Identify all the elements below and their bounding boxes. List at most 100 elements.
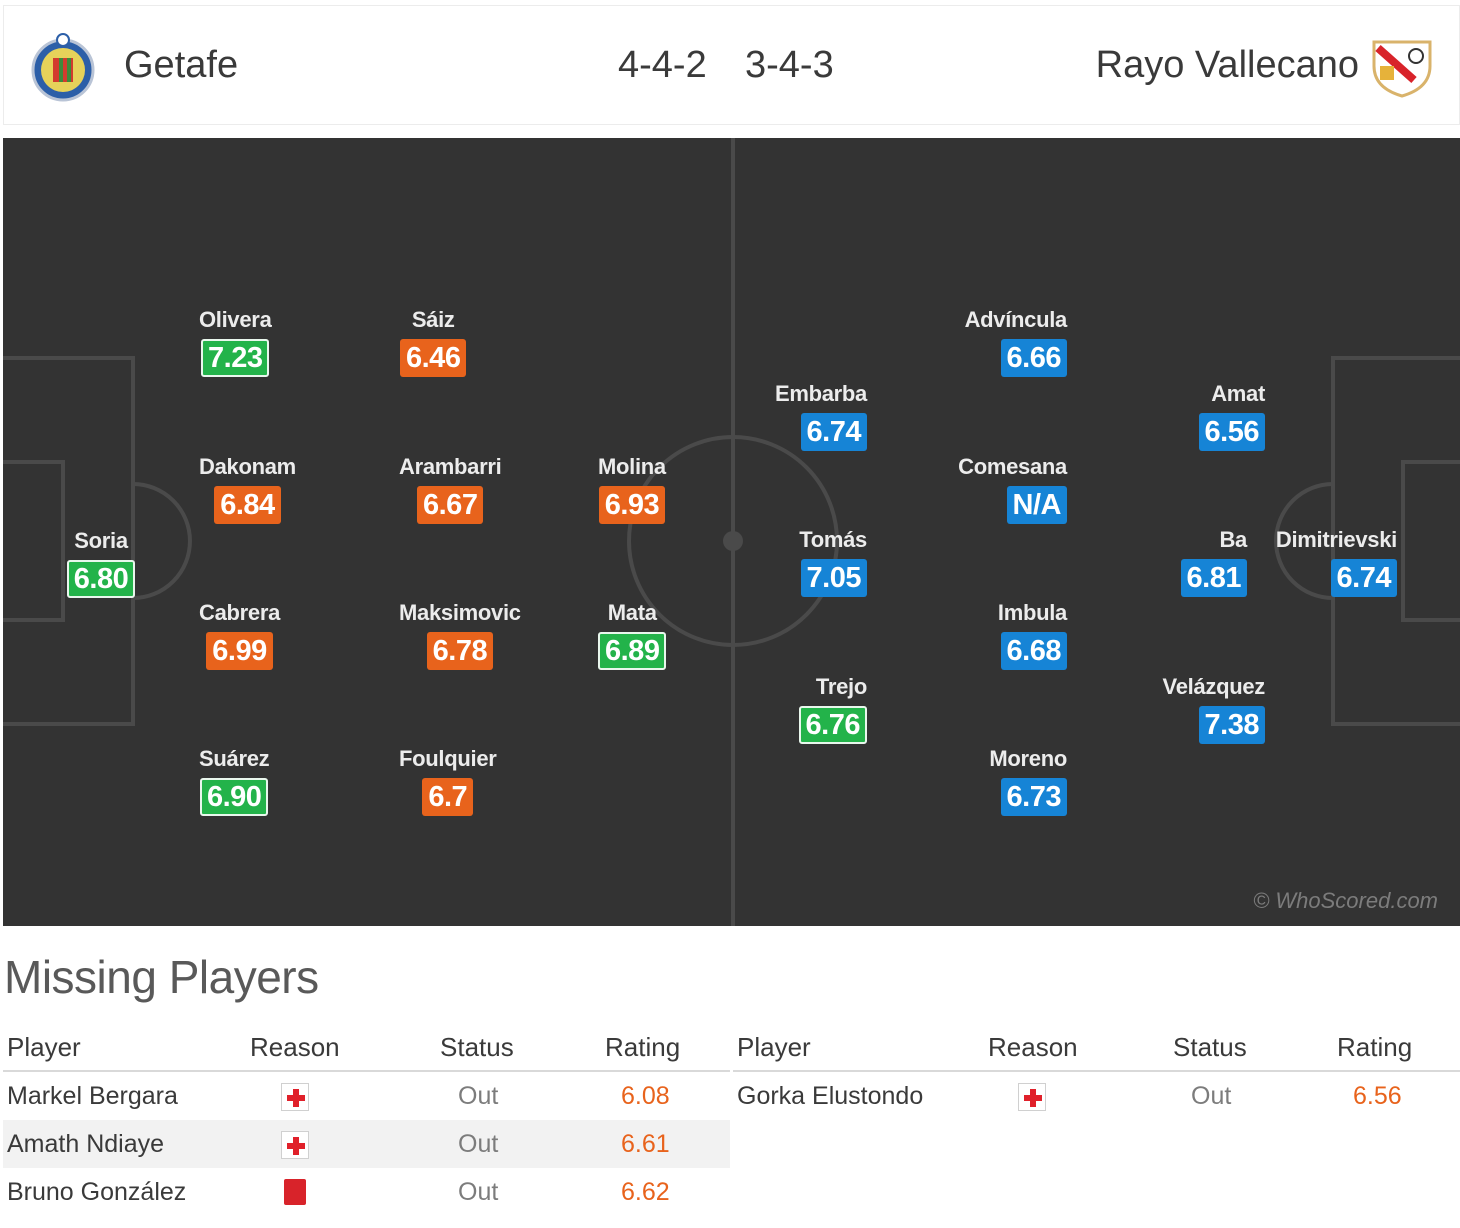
player-rating: 7.38	[1198, 706, 1265, 744]
player-name: Sáiz	[411, 307, 455, 332]
away-missing-table: Player Reason Status Rating Gorka Elusto…	[733, 1022, 1460, 1120]
player-card[interactable]: Amat 6.56	[1143, 381, 1265, 451]
player-name: Suárez	[199, 746, 270, 771]
column-player[interactable]: Player	[7, 1032, 81, 1062]
player-name: Amat	[1211, 381, 1265, 406]
player-rating: 6.93	[598, 486, 666, 524]
player-rating: 6.67	[417, 486, 484, 524]
rayo-vallecano-crest-icon[interactable]	[1370, 36, 1434, 98]
player-name: Velázquez	[1162, 674, 1266, 699]
column-reason[interactable]: Reason	[988, 1032, 1078, 1062]
player-name[interactable]: Markel Bergara	[7, 1082, 178, 1110]
injury-icon	[281, 1131, 309, 1159]
column-rating[interactable]: Rating	[1337, 1032, 1413, 1062]
away-formation: 3-4-3	[745, 44, 834, 86]
player-name: Maksimovic	[399, 600, 521, 625]
home-team-name[interactable]: Getafe	[124, 44, 239, 86]
table-row[interactable]: Gorka Elustondo Out 6.56	[733, 1072, 1460, 1120]
player-name: Advíncula	[964, 307, 1068, 332]
player-card[interactable]: Foulquier 6.7	[399, 746, 497, 816]
watermark: © WhoScored.com	[1253, 888, 1438, 913]
player-rating: 6.7	[422, 778, 474, 816]
player-card[interactable]: Soria 6.80	[60, 528, 142, 598]
column-player[interactable]: Player	[737, 1032, 811, 1062]
missing-players-title: Missing Players	[4, 951, 319, 1003]
player-name: Arambarri	[399, 454, 502, 479]
player-name: Dimitrievski	[1275, 527, 1397, 552]
player-rating: 6.99	[206, 632, 273, 670]
rating: 6.56	[1353, 1082, 1402, 1110]
player-card[interactable]: Molina 6.93	[598, 454, 666, 524]
player-card[interactable]: Olivera 7.23	[199, 307, 272, 377]
player-card[interactable]: Advíncula 6.66	[933, 307, 1067, 377]
player-card[interactable]: Moreno 6.73	[933, 746, 1067, 816]
table-header: Player Reason Status Rating	[3, 1022, 730, 1072]
player-rating: 6.84	[214, 486, 281, 524]
player-rating: 6.46	[400, 339, 467, 377]
player-card[interactable]: Embarba 6.74	[759, 381, 867, 451]
player-name[interactable]: Amath Ndiaye	[7, 1130, 165, 1158]
player-card[interactable]: Tomás 7.05	[759, 527, 867, 597]
player-name: Mata	[607, 600, 657, 625]
home-missing-table: Player Reason Status Rating Markel Berga…	[3, 1022, 730, 1216]
player-card[interactable]: Maksimovic 6.78	[399, 600, 521, 670]
player-card[interactable]: Trejo 6.76	[759, 674, 867, 744]
player-name[interactable]: Bruno González	[7, 1178, 187, 1206]
player-rating: 7.23	[201, 339, 270, 377]
status: Out	[1191, 1082, 1232, 1110]
player-rating: 6.80	[66, 560, 136, 598]
table-row[interactable]: Bruno González Out 6.62	[3, 1168, 730, 1216]
away-team-name[interactable]: Rayo Vallecano	[1095, 44, 1359, 86]
player-name: Cabrera	[199, 600, 281, 625]
player-rating: 7.05	[800, 559, 867, 597]
column-rating[interactable]: Rating	[605, 1032, 681, 1062]
match-header: Getafe 4-4-2 3-4-3 Rayo Vallecano	[3, 5, 1460, 125]
injury-icon	[1018, 1083, 1046, 1111]
player-card[interactable]: Comesana N/A	[933, 454, 1067, 524]
player-name: Imbula	[997, 600, 1067, 625]
rating: 6.62	[621, 1178, 670, 1206]
player-rating: 6.90	[199, 778, 269, 816]
player-card[interactable]: Mata 6.89	[598, 600, 667, 670]
player-name[interactable]: Gorka Elustondo	[737, 1082, 924, 1110]
player-card[interactable]: Suárez 6.90	[199, 746, 270, 816]
status: Out	[458, 1082, 499, 1110]
getafe-crest-icon[interactable]	[30, 32, 96, 102]
red-card-icon	[284, 1179, 306, 1205]
player-card[interactable]: Arambarri 6.67	[399, 454, 502, 524]
player-rating: 6.56	[1198, 413, 1265, 451]
player-name: Molina	[598, 454, 666, 479]
player-card[interactable]: Sáiz 6.46	[400, 307, 467, 377]
status: Out	[458, 1130, 499, 1158]
column-reason[interactable]: Reason	[250, 1032, 340, 1062]
home-formation: 4-4-2	[618, 44, 707, 86]
player-rating: 6.76	[798, 706, 867, 744]
rating: 6.08	[621, 1082, 670, 1110]
pitch-lines	[3, 138, 1460, 926]
column-status[interactable]: Status	[440, 1032, 514, 1062]
rating: 6.61	[621, 1130, 670, 1158]
player-rating: 6.74	[800, 413, 867, 451]
column-status[interactable]: Status	[1173, 1032, 1247, 1062]
player-name: Ba	[1219, 527, 1247, 552]
player-name: Trejo	[815, 674, 867, 699]
player-name: Dakonam	[199, 454, 296, 479]
player-card[interactable]: Imbula 6.68	[933, 600, 1067, 670]
player-name: Moreno	[989, 746, 1067, 771]
player-name: Soria	[74, 528, 128, 553]
player-card[interactable]: Cabrera 6.99	[199, 600, 280, 670]
player-rating: 6.78	[426, 632, 494, 670]
table-row[interactable]: Amath Ndiaye Out 6.61	[3, 1120, 730, 1168]
player-card[interactable]: Ba 6.81	[1143, 527, 1247, 597]
player-rating: 6.81	[1180, 559, 1247, 597]
player-card[interactable]: Dimitrievski 6.74	[1257, 527, 1397, 597]
player-card[interactable]: Dakonam 6.84	[199, 454, 296, 524]
player-rating: N/A	[1006, 486, 1067, 524]
player-name: Foulquier	[399, 746, 497, 771]
table-row[interactable]: Markel Bergara Out 6.08	[3, 1072, 730, 1120]
injury-icon	[281, 1083, 309, 1111]
player-rating: 6.66	[1000, 339, 1067, 377]
player-rating: 6.89	[598, 632, 667, 670]
player-card[interactable]: Velázquez 7.38	[1143, 674, 1265, 744]
player-rating: 6.74	[1330, 559, 1397, 597]
